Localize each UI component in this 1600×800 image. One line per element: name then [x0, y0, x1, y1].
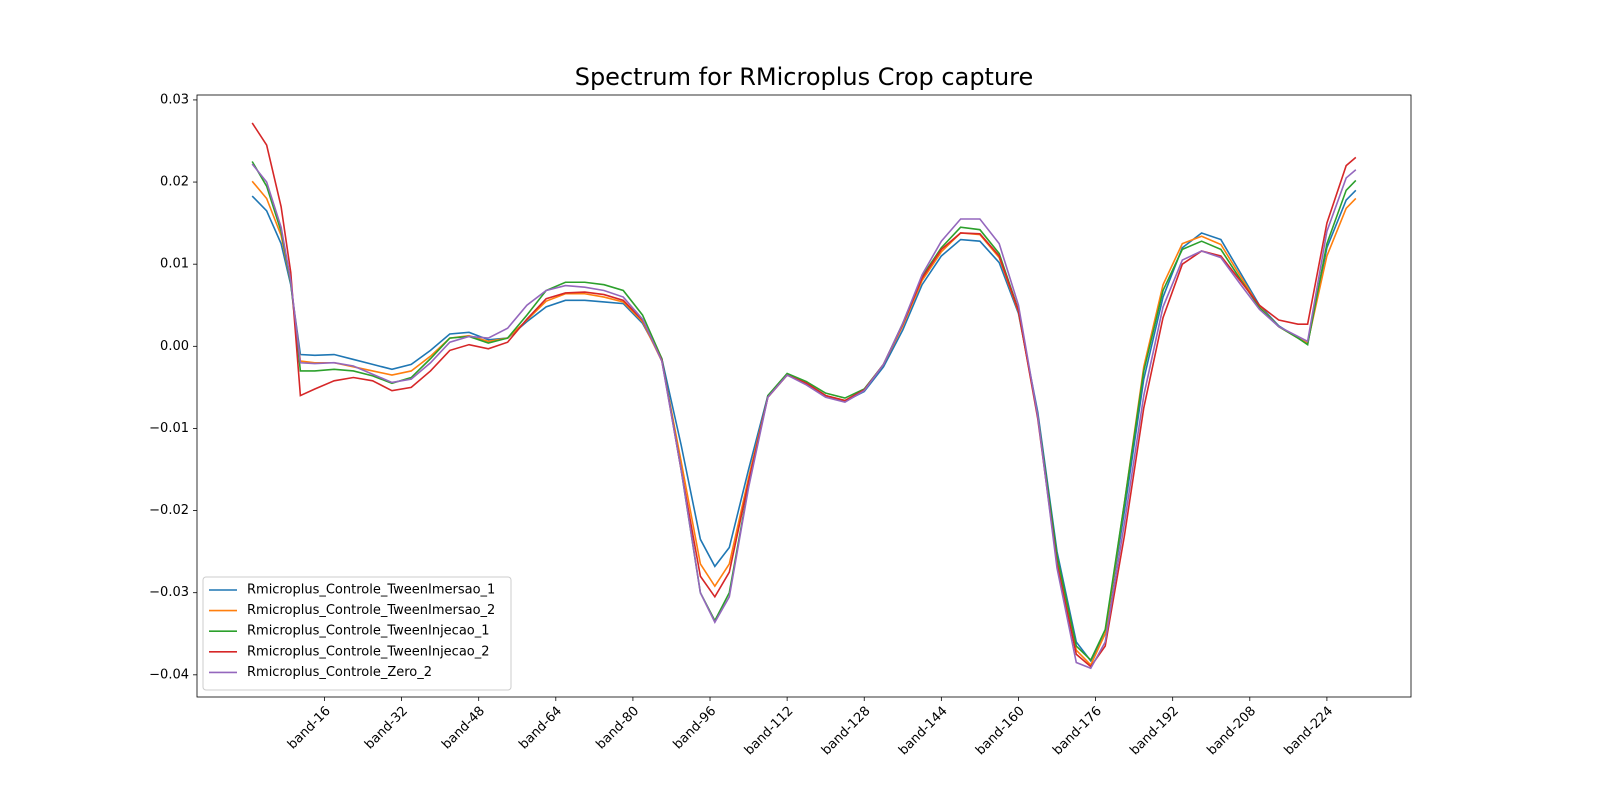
legend-label: Rmicroplus_Controle_TweenImersao_2 [247, 603, 495, 618]
x-tick-label: band-64 [516, 704, 565, 753]
x-tick-label: band-112 [742, 704, 797, 759]
y-tick-label: −0.01 [149, 421, 189, 436]
legend-label: Rmicroplus_Controle_TweenInjecao_2 [247, 644, 490, 659]
y-tick-label: 0.00 [160, 339, 189, 354]
x-tick-label: band-144 [896, 704, 951, 759]
legend-label: Rmicroplus_Controle_TweenInjecao_1 [247, 624, 490, 639]
x-tick-label: band-208 [1204, 704, 1259, 759]
y-tick-label: −0.03 [149, 585, 189, 600]
plot-frame [196, 94, 1412, 698]
x-tick-label: band-80 [593, 704, 642, 753]
legend-label: Rmicroplus_Controle_Zero_2 [247, 665, 432, 680]
x-tick-label: band-16 [285, 704, 334, 753]
x-tick-label: band-192 [1127, 704, 1182, 759]
legend: Rmicroplus_Controle_TweenImersao_1 Rmicro… [202, 576, 512, 691]
y-tick-label: 0.03 [160, 92, 189, 107]
series-line [251, 163, 1357, 670]
x-tick-label: band-224 [1282, 704, 1337, 759]
chart-title: Spectrum for RMicroplus Crop capture [575, 63, 1034, 91]
x-tick-label: band-160 [973, 704, 1028, 759]
x-tick-label: band-48 [439, 704, 488, 753]
legend-box [202, 576, 512, 691]
y-tick-label: −0.02 [149, 503, 189, 518]
x-tick-label: band-32 [362, 704, 411, 753]
x-tick-label: band-128 [819, 704, 874, 759]
y-tick-label: 0.01 [160, 257, 189, 272]
x-tick-label: band-176 [1050, 704, 1105, 759]
y-tick-label: 0.02 [160, 175, 189, 190]
x-tick-label: band-96 [671, 704, 720, 753]
legend-label: Rmicroplus_Controle_TweenImersao_1 [247, 583, 495, 598]
series-line [251, 161, 1357, 662]
y-tick-label: −0.04 [149, 667, 189, 682]
